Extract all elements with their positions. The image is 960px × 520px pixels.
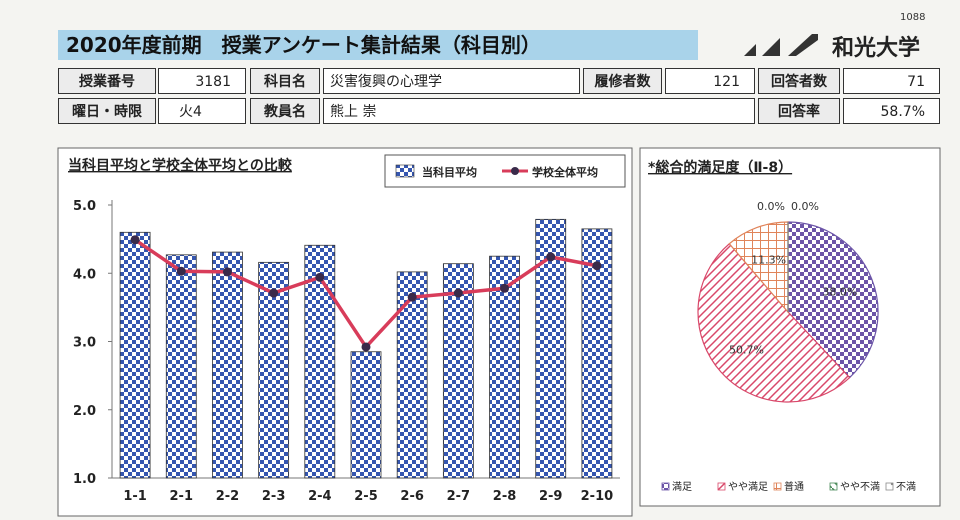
x-tick-label: 2-2 bbox=[216, 489, 240, 504]
y-tick-label: 3.0 bbox=[73, 336, 96, 351]
legend-label: 不満 bbox=[896, 481, 916, 493]
line-marker bbox=[130, 235, 140, 245]
bar bbox=[304, 244, 336, 479]
legend-label: 満足 bbox=[672, 481, 692, 493]
info-value: 58.7% bbox=[843, 98, 940, 124]
line-marker bbox=[500, 283, 510, 293]
chart-title: 当科目平均と学校全体平均との比較 bbox=[68, 157, 293, 174]
legend-marker bbox=[511, 167, 519, 175]
bar bbox=[258, 261, 290, 479]
legend-swatch bbox=[885, 482, 894, 491]
pie-slice bbox=[728, 221, 789, 314]
legend-label: やや不満 bbox=[840, 481, 880, 493]
info-value: 121 bbox=[665, 68, 755, 94]
info-value: 3181 bbox=[158, 68, 246, 94]
x-tick-label: 2-9 bbox=[539, 489, 563, 504]
value-label: 50.7% bbox=[729, 343, 764, 356]
line-marker bbox=[269, 288, 279, 298]
x-tick-label: 1-1 bbox=[123, 489, 147, 504]
x-tick-label: 2-7 bbox=[447, 489, 471, 504]
legend-label: 当科目平均 bbox=[422, 165, 477, 179]
x-tick-label: 2-1 bbox=[170, 489, 194, 504]
legend-label: 学校全体平均 bbox=[532, 165, 598, 179]
y-tick-label: 2.0 bbox=[73, 404, 96, 419]
legend-swatch bbox=[717, 482, 726, 491]
bar bbox=[581, 228, 613, 479]
info-value: 熊上 崇 bbox=[323, 98, 755, 124]
info-label: 科目名 bbox=[250, 68, 320, 94]
legend-swatch bbox=[773, 482, 782, 491]
legend-swatch bbox=[829, 482, 838, 491]
info-label: 回答者数 bbox=[758, 68, 840, 94]
info-value: 災害復興の心理学 bbox=[323, 68, 580, 94]
info-value: 71 bbox=[843, 68, 940, 94]
line-marker bbox=[546, 252, 556, 262]
x-tick-label: 2-5 bbox=[354, 489, 378, 504]
x-tick-label: 2-8 bbox=[493, 489, 517, 504]
legend-swatch bbox=[395, 164, 415, 178]
pie-slice bbox=[787, 221, 879, 379]
line-marker bbox=[407, 292, 417, 302]
bar bbox=[350, 351, 382, 479]
bar bbox=[489, 255, 520, 479]
info-label: 回答率 bbox=[758, 98, 840, 124]
y-tick-label: 5.0 bbox=[73, 199, 96, 214]
y-tick-label: 4.0 bbox=[73, 267, 96, 282]
info-label: 履修者数 bbox=[583, 68, 662, 94]
page-number: 1088 bbox=[900, 12, 926, 23]
info-label: 曜日・時限 bbox=[58, 98, 156, 124]
chart-title: *総合的満足度（Ⅱ-8） bbox=[648, 159, 792, 176]
x-tick-label: 2-3 bbox=[262, 489, 286, 504]
legend-swatch bbox=[661, 482, 670, 491]
pie-slice bbox=[697, 242, 851, 403]
bar bbox=[396, 271, 428, 479]
line-marker bbox=[453, 288, 463, 298]
x-tick-label: 2-10 bbox=[581, 489, 614, 504]
value-label: 0.0% bbox=[791, 200, 819, 213]
line-marker bbox=[361, 342, 371, 352]
legend-label: やや満足 bbox=[728, 481, 768, 493]
value-label: 0.0% bbox=[757, 200, 785, 213]
logo-text: 和光大学 bbox=[832, 36, 921, 61]
line-marker bbox=[222, 267, 232, 277]
bar bbox=[165, 254, 197, 479]
bar bbox=[119, 231, 151, 479]
info-label: 教員名 bbox=[250, 98, 320, 124]
bar bbox=[212, 251, 243, 479]
value-label: 38.0% bbox=[822, 285, 857, 298]
logo-mark bbox=[744, 34, 818, 56]
x-tick-label: 2-4 bbox=[308, 489, 332, 504]
y-tick-label: 1.0 bbox=[73, 472, 96, 487]
x-tick-label: 2-6 bbox=[400, 489, 424, 504]
bar bbox=[442, 263, 474, 479]
info-label: 授業番号 bbox=[58, 68, 156, 94]
line-marker bbox=[176, 266, 186, 276]
line-marker bbox=[315, 272, 325, 282]
page-title: 2020年度前期 授業アンケート集計結果（科目別） bbox=[58, 30, 698, 60]
value-label: 11.3% bbox=[751, 254, 786, 267]
info-value: 火4 bbox=[158, 98, 246, 124]
legend-label: 普通 bbox=[784, 480, 804, 493]
line-marker bbox=[592, 261, 602, 271]
